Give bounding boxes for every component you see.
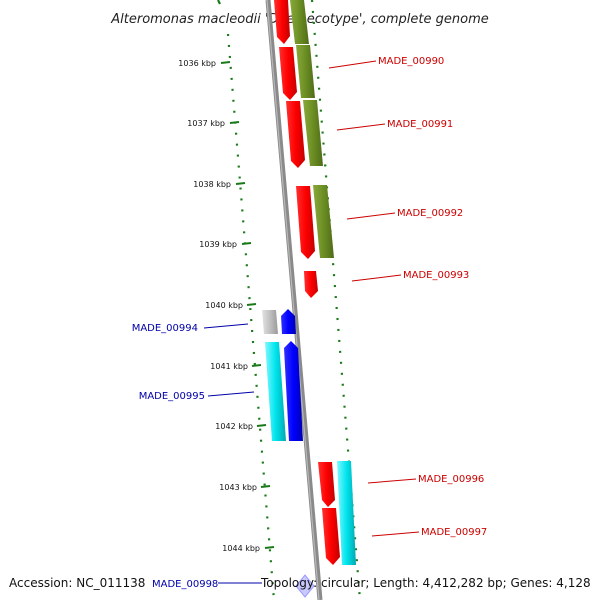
gene-feature[interactable] (322, 508, 340, 565)
callout-line (367, 478, 417, 484)
tick-label: 1040 kbp (205, 301, 243, 310)
gene-labels: MADE_00990 MADE_00991 MADE_00992 MADE_00… (132, 56, 488, 538)
cyan-features (265, 342, 356, 565)
tick-mark (260, 485, 271, 488)
gene-label-made-00997[interactable]: MADE_00997 (421, 527, 487, 538)
gene-feature[interactable] (296, 186, 315, 259)
tick-mark (246, 303, 257, 306)
accession-text: Accession: NC_011138 (9, 576, 145, 590)
genome-backbone (265, 0, 323, 600)
genome-backbone-highlight (266, 0, 320, 600)
scale-ticks: 1036 kbp 1037 kbp 1038 kbp 1039 kbp 1040… (178, 59, 275, 553)
callout-line (336, 123, 386, 131)
tick-label: 1036 kbp (178, 59, 216, 68)
callout-line (346, 212, 396, 220)
tick-mark (241, 242, 252, 245)
gene-label-made-00994[interactable]: MADE_00994 (132, 323, 198, 334)
olive-feature[interactable] (296, 45, 315, 98)
tick-mark (264, 546, 275, 549)
callout-line (371, 531, 420, 537)
dotted-ring-inner (226, 33, 276, 600)
tick-mark (251, 364, 262, 367)
tick-mark (256, 424, 267, 427)
callout-line (207, 391, 255, 397)
gene-label-made-00993[interactable]: MADE_00993 (403, 270, 469, 281)
tick-label: 1037 kbp (187, 119, 225, 128)
tick-label: 1044 kbp (222, 544, 260, 553)
dotted-ring-outer (310, 0, 362, 600)
gene-label-made-00996[interactable]: MADE_00996 (418, 474, 484, 485)
cyan-feature[interactable] (265, 342, 286, 441)
gene-feature[interactable] (279, 47, 297, 100)
olive-features (290, 0, 334, 258)
tick-mark (229, 121, 240, 124)
olive-feature[interactable] (313, 185, 334, 258)
gene-feature[interactable] (286, 101, 305, 168)
olive-feature[interactable] (290, 0, 309, 44)
topology-text: Topology: circular; Length: 4,412,282 bp… (260, 576, 591, 590)
reverse-strand-features (281, 309, 303, 441)
gene-label-made-00995[interactable]: MADE_00995 (139, 391, 205, 402)
dotted-ring-inner-top (217, 0, 221, 5)
gene-feature[interactable] (318, 462, 335, 507)
tick-label: 1039 kbp (199, 240, 237, 249)
gray-feature[interactable] (262, 310, 278, 334)
forward-strand-features (274, 0, 340, 565)
callout-lines (203, 60, 420, 584)
gene-label-made-00991[interactable]: MADE_00991 (387, 119, 453, 130)
gene-feature[interactable] (284, 341, 303, 441)
callout-line (203, 323, 249, 329)
gene-feature[interactable] (274, 0, 290, 44)
callout-line (351, 274, 402, 282)
tick-label: 1041 kbp (210, 362, 248, 371)
cyan-feature[interactable] (337, 461, 356, 565)
olive-feature[interactable] (303, 100, 323, 166)
gene-label-made-00992[interactable]: MADE_00992 (397, 208, 463, 219)
gene-feature[interactable] (304, 271, 318, 298)
callout-line (328, 60, 377, 69)
gene-label-made-00990[interactable]: MADE_00990 (378, 56, 444, 67)
tick-mark (235, 182, 246, 185)
tick-label: 1043 kbp (219, 483, 257, 492)
gene-feature[interactable] (281, 309, 296, 334)
gene-label-made-00998[interactable]: MADE_00998 (152, 579, 218, 590)
tick-mark (220, 61, 231, 64)
tick-label: 1038 kbp (193, 180, 231, 189)
map-footer: Accession: NC_011138 MADE_00998 Topology… (9, 576, 591, 590)
feature-marker[interactable] (295, 574, 315, 598)
tick-label: 1042 kbp (215, 422, 253, 431)
